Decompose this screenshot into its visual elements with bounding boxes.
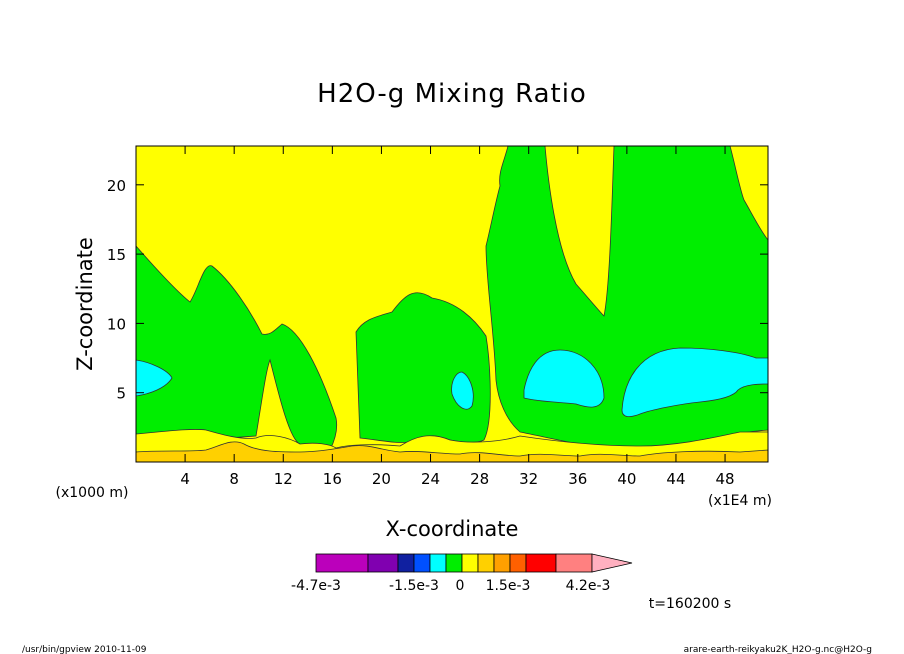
field-cyan-right (621, 347, 769, 418)
time-label: t=160200 s (649, 596, 731, 612)
colorbar-swatch (445, 553, 463, 573)
y-tick-label: 20 (107, 177, 126, 195)
x-tick-label: 28 (470, 470, 489, 488)
chart-title: H2O-g Mixing Ratio (317, 79, 587, 109)
colorbar-swatch (429, 553, 447, 573)
y-tick-label: 10 (107, 315, 126, 333)
field-cyan-mid-right (523, 349, 605, 408)
colorbar-swatch (477, 553, 495, 573)
field-cyan-small (451, 371, 474, 410)
x-axis-ticks: 4 8 12 16 20 24 28 32 36 40 44 48 (180, 146, 735, 488)
field-orange-bottom (135, 441, 769, 463)
field-cyan-left (135, 359, 173, 397)
colorbar-swatch (509, 553, 527, 573)
x-tick-label: 44 (666, 470, 685, 488)
x-tick-label: 32 (519, 470, 538, 488)
x-tick-label: 40 (617, 470, 636, 488)
x-tick-label: 4 (180, 470, 190, 488)
colorbar-labels: -4.7e-3 -1.5e-3 0 1.5e-3 4.2e-3 (291, 578, 610, 594)
x-tick-label: 8 (229, 470, 239, 488)
footer-left: /usr/bin/gpview 2010-11-09 (22, 645, 147, 654)
colorbar-tick-label: 4.2e-3 (566, 578, 611, 594)
x-tick-label: 12 (274, 470, 293, 488)
colorbar-extend-triangle (591, 553, 633, 573)
x-tick-label: 20 (372, 470, 391, 488)
x-tick-label: 16 (323, 470, 342, 488)
colorbar-swatch (461, 553, 479, 573)
colorbar-swatch (397, 553, 415, 573)
footer-right: arare-earth-reikyaku2K_H2O-g.nc@H2O-g (684, 645, 872, 654)
y-axis-ticks: 5 10 15 20 (107, 177, 768, 403)
field-green-left (135, 244, 338, 451)
y-tick-label: 5 (116, 385, 126, 403)
colorbar-swatch (315, 553, 369, 573)
x-tick-label: 24 (421, 470, 440, 488)
plot-frame (135, 145, 769, 463)
colorbar-tick-label: -4.7e-3 (291, 578, 341, 594)
colorbar-swatch (525, 553, 557, 573)
x-tick-label: 48 (716, 470, 735, 488)
y-tick-label: 15 (107, 246, 126, 264)
colorbar-swatch (493, 553, 511, 573)
colorbar-swatch (413, 553, 431, 573)
colorbar (315, 553, 633, 573)
plot-area (135, 145, 769, 463)
x-tick-label: 36 (568, 470, 587, 488)
x-axis-label: X-coordinate (386, 517, 519, 541)
colorbar-swatch (555, 553, 593, 573)
colorbar-tick-label: -1.5e-3 (389, 578, 439, 594)
colorbar-tick-label: 1.5e-3 (486, 578, 531, 594)
y-axis-label: Z-coordinate (73, 237, 97, 371)
y-axis-unit: (x1000 m) (56, 485, 129, 501)
colorbar-swatch (367, 553, 399, 573)
x-axis-unit: (x1E4 m) (708, 493, 772, 509)
colorbar-tick-label: 0 (456, 578, 465, 594)
